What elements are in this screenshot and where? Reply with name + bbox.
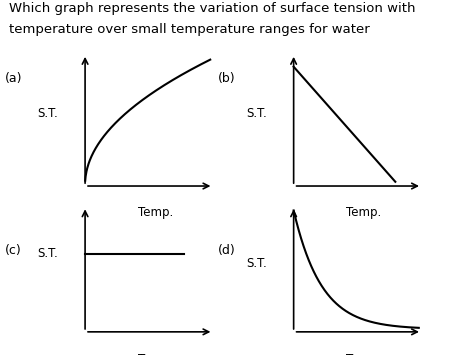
Text: temperature over small temperature ranges for water: temperature over small temperature range… (9, 23, 370, 36)
Text: S.T.: S.T. (38, 107, 58, 120)
Text: (b): (b) (218, 72, 236, 84)
Text: Temp.: Temp. (346, 206, 382, 219)
Text: (d): (d) (218, 244, 236, 257)
Text: S.T.: S.T. (246, 257, 267, 269)
Text: Temp.: Temp. (346, 354, 382, 355)
Text: Temp.: Temp. (138, 206, 173, 219)
Text: Which graph represents the variation of surface tension with: Which graph represents the variation of … (9, 2, 416, 15)
Text: S.T.: S.T. (38, 247, 58, 260)
Text: S.T.: S.T. (246, 107, 267, 120)
Text: Temp.: Temp. (138, 354, 173, 355)
Text: (c): (c) (5, 244, 21, 257)
Text: (a): (a) (5, 72, 22, 84)
